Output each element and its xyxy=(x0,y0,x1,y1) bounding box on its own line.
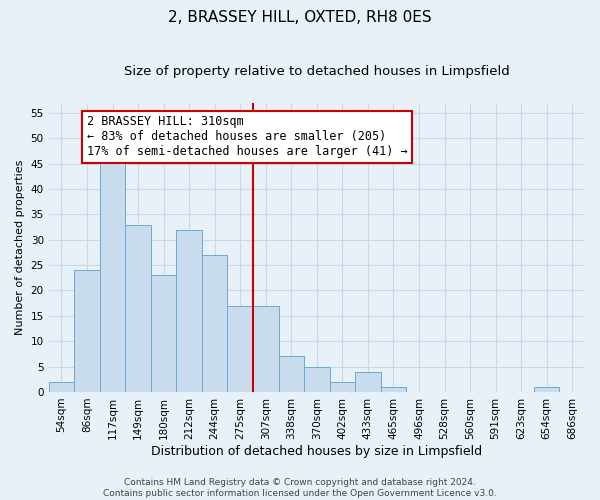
Bar xyxy=(100,158,125,392)
Bar xyxy=(49,382,74,392)
Bar xyxy=(227,306,253,392)
Bar xyxy=(74,270,100,392)
Bar xyxy=(125,224,151,392)
Bar xyxy=(380,387,406,392)
Title: Size of property relative to detached houses in Limpsfield: Size of property relative to detached ho… xyxy=(124,65,510,78)
Text: Contains HM Land Registry data © Crown copyright and database right 2024.
Contai: Contains HM Land Registry data © Crown c… xyxy=(103,478,497,498)
Bar xyxy=(202,255,227,392)
Bar xyxy=(304,366,329,392)
Bar xyxy=(534,387,559,392)
Bar xyxy=(278,356,304,392)
Text: 2, BRASSEY HILL, OXTED, RH8 0ES: 2, BRASSEY HILL, OXTED, RH8 0ES xyxy=(168,10,432,25)
Bar xyxy=(253,306,278,392)
X-axis label: Distribution of detached houses by size in Limpsfield: Distribution of detached houses by size … xyxy=(151,444,482,458)
Bar xyxy=(151,276,176,392)
Bar xyxy=(329,382,355,392)
Bar xyxy=(355,372,380,392)
Text: 2 BRASSEY HILL: 310sqm
← 83% of detached houses are smaller (205)
17% of semi-de: 2 BRASSEY HILL: 310sqm ← 83% of detached… xyxy=(87,116,407,158)
Bar xyxy=(176,230,202,392)
Y-axis label: Number of detached properties: Number of detached properties xyxy=(15,160,25,335)
